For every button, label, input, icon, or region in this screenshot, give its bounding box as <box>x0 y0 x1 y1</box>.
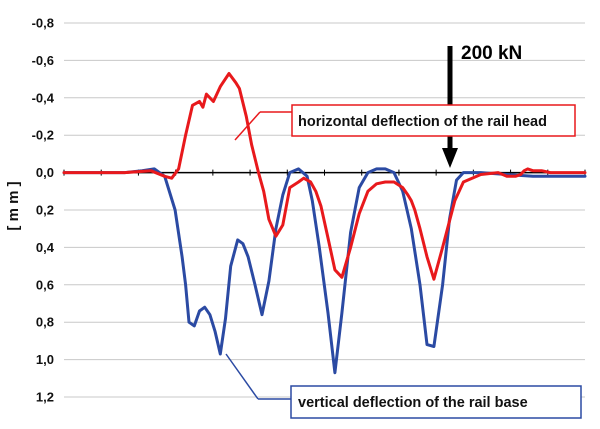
y-tick-label: -0,4 <box>32 90 55 105</box>
y-tick-label: 0,8 <box>36 315 54 330</box>
y-tick-label: -0,6 <box>32 53 54 68</box>
y-tick-label: 1,2 <box>36 390 54 405</box>
load-arrow-head <box>442 148 458 168</box>
annotation-horizontal-text: horizontal deflection of the rail head <box>298 114 547 130</box>
y-tick-label: -0,8 <box>32 16 54 31</box>
series-line-vertical-deflection <box>62 167 587 375</box>
y-tick-label: 0,4 <box>36 240 55 255</box>
annotation-leader-vertical-diag <box>225 353 259 400</box>
annotation-box-horizontal <box>291 104 576 137</box>
series-lines <box>62 72 587 375</box>
y-tick-label: -0,2 <box>32 128 54 143</box>
load-label: 200 kN <box>461 43 522 64</box>
annotation-box-vertical <box>290 385 582 419</box>
annotation-leader-horizontal-diag <box>234 111 261 141</box>
annotation-vertical-text: vertical deflection of the rail base <box>298 395 528 411</box>
y-tick-label: 0,0 <box>36 165 54 180</box>
series-line-horizontal-deflection <box>62 72 587 281</box>
y-tick-label: 0,6 <box>36 277 54 292</box>
y-tick-label: 0,2 <box>36 203 54 218</box>
y-axis-label: [ m m ] <box>5 181 22 230</box>
y-tick-label: 1,0 <box>36 352 54 367</box>
y-tick-labels: -0,8 -0,6 -0,4 -0,2 0,0 0,2 0,4 0,6 0,8 1,0 1,2 <box>32 16 55 405</box>
